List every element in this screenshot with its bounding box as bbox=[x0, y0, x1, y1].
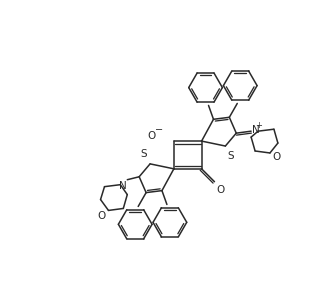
Text: N: N bbox=[252, 125, 260, 135]
Text: +: + bbox=[256, 121, 263, 130]
Text: N: N bbox=[118, 181, 126, 191]
Text: S: S bbox=[227, 151, 234, 161]
Text: O: O bbox=[216, 185, 225, 195]
Text: S: S bbox=[141, 149, 147, 159]
Text: O: O bbox=[148, 131, 156, 141]
Text: O: O bbox=[97, 212, 106, 221]
Text: O: O bbox=[272, 152, 280, 162]
Text: −: − bbox=[155, 125, 163, 135]
